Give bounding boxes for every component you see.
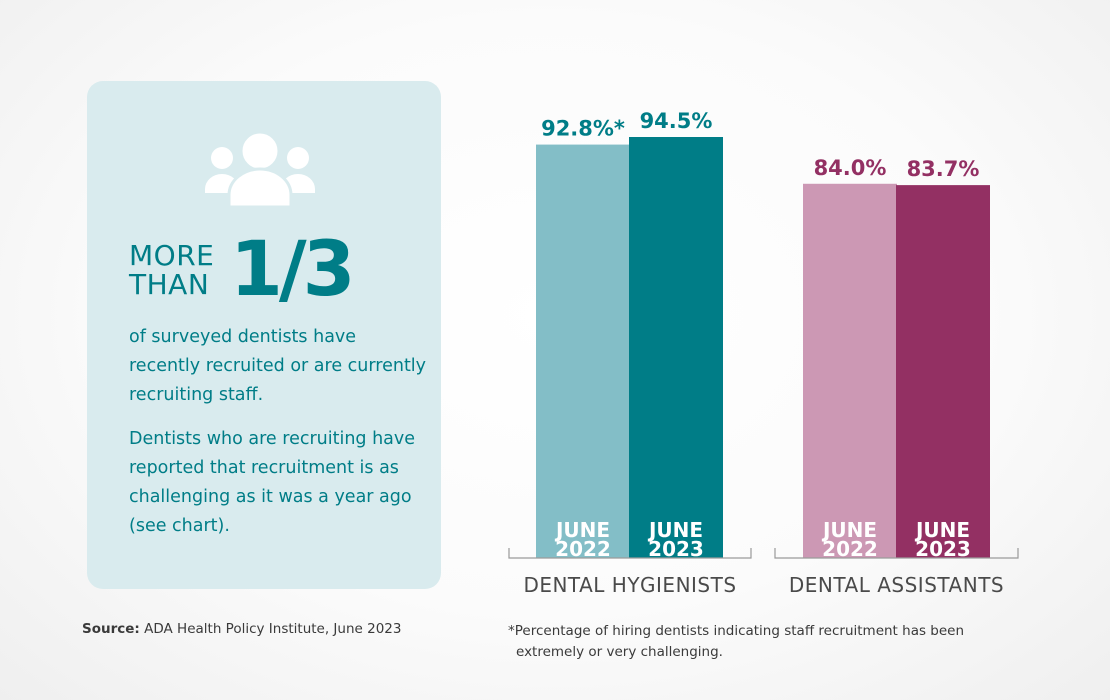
summary-paragraph-1: of surveyed dentists have recently recru… <box>129 327 427 405</box>
bar-value-label: 84.0% <box>814 156 887 180</box>
bar-category-label: JUNE <box>554 518 610 542</box>
source-note: Source: ADA Health Policy Institute, Jun… <box>82 621 401 637</box>
bar-value-label: 83.7% <box>907 157 980 181</box>
group-label: DENTAL ASSISTANTS <box>789 573 1004 597</box>
bar-category-label: JUNE <box>914 518 970 542</box>
x-axis-line <box>774 548 1019 559</box>
headline-fraction: 1/3 <box>230 224 356 313</box>
summary-panel: MORE THAN 1/3 of surveyed dentists have … <box>87 81 441 589</box>
bar-category-label: JUNE <box>821 518 877 542</box>
bar-value-label: 92.8%* <box>541 117 625 141</box>
headline-line-2: THAN <box>129 268 210 301</box>
bar-1-0 <box>803 183 897 558</box>
bar-0-0 <box>536 144 630 558</box>
bar-value-label: 94.5% <box>640 109 713 133</box>
bar-category-label: 2023 <box>915 537 971 561</box>
bar-category-label: 2022 <box>555 537 611 561</box>
headline-more-than: MORE THAN <box>129 241 229 299</box>
footnote: *Percentage of hiring dentists indicatin… <box>508 623 965 660</box>
people-group-icon <box>205 131 315 207</box>
headline-line-1: MORE <box>129 239 215 272</box>
group-label: DENTAL HYGIENISTS <box>523 573 736 597</box>
summary-paragraph-2: Dentists who are recruiting have reporte… <box>129 429 416 536</box>
bar-1-1 <box>896 185 990 558</box>
source-label: Source: <box>82 621 140 637</box>
bar-0-1 <box>629 137 723 558</box>
source-text: ADA Health Policy Institute, June 2023 <box>139 621 402 637</box>
bar-category-label: 2023 <box>648 537 704 561</box>
bar-category-label: 2022 <box>822 537 878 561</box>
x-axis-line <box>508 548 752 559</box>
bar-category-label: JUNE <box>647 518 703 542</box>
headline: MORE THAN 1/3 <box>129 229 429 321</box>
